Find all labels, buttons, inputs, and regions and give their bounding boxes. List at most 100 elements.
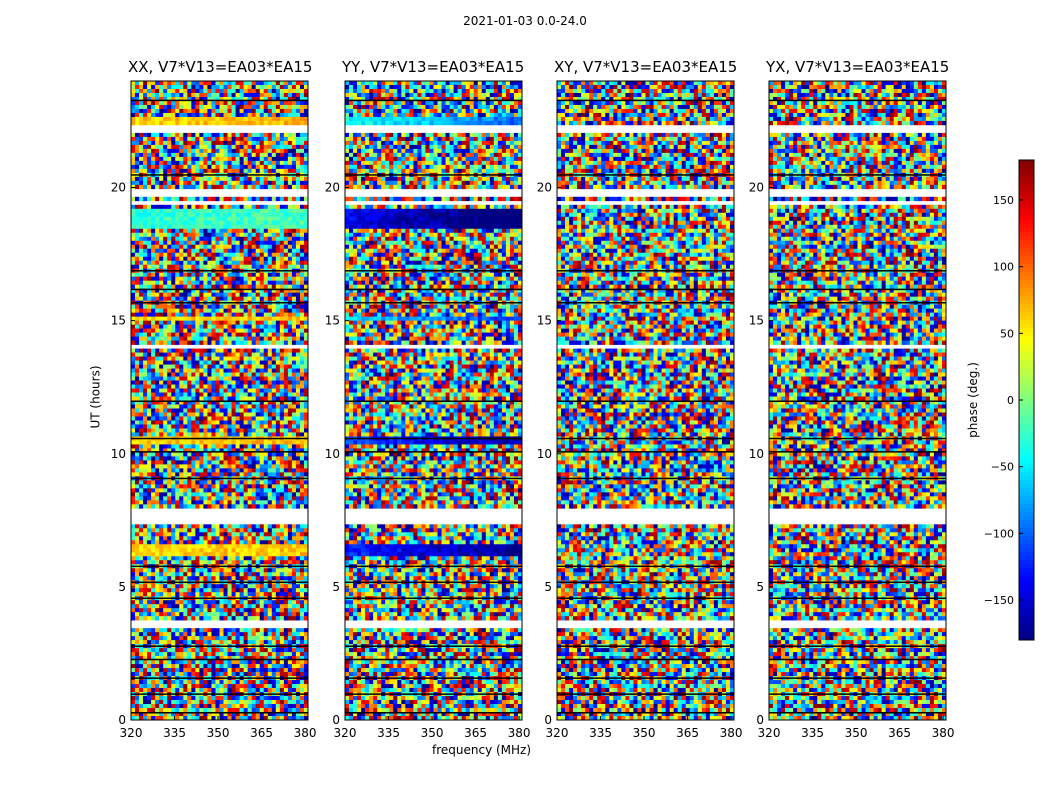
heatmap-cell [279, 536, 285, 541]
heatmap-cell [191, 400, 196, 405]
heatmap-cell [175, 316, 180, 321]
heatmap-cell [251, 184, 256, 190]
heatmap-cell [207, 144, 212, 150]
heatmap-cell [223, 368, 228, 373]
heatmap-cell [163, 256, 168, 262]
heatmap-cell [299, 204, 305, 210]
heatmap-cell [239, 216, 244, 222]
heatmap-cell [151, 196, 156, 202]
heatmap-cell [211, 492, 216, 497]
heatmap-cell [155, 248, 160, 254]
heatmap-cell [259, 100, 265, 106]
heatmap-cell [131, 372, 136, 377]
heatmap-cell [171, 196, 176, 202]
heatmap-cell [151, 348, 156, 353]
heatmap-cell [223, 412, 228, 417]
heatmap-cell [283, 332, 289, 337]
heatmap-cell [179, 484, 184, 489]
heatmap-cell [263, 320, 269, 325]
heatmap-cell [251, 420, 256, 425]
heatmap-cell [303, 112, 309, 118]
heatmap-cell [255, 412, 261, 417]
heatmap-cell [147, 468, 152, 473]
heatmap-cell [235, 120, 240, 126]
heatmap-cell [255, 384, 261, 389]
heatmap-cell [151, 240, 156, 246]
heatmap-cell [243, 240, 248, 246]
heatmap-cell [303, 388, 309, 393]
heatmap-cell [135, 204, 140, 210]
heatmap-cell [247, 116, 252, 122]
heatmap-cell [275, 464, 281, 469]
heatmap-cell [151, 304, 156, 309]
heatmap-cell [203, 336, 208, 341]
heatmap-cell [255, 144, 261, 150]
heatmap-cell [219, 356, 224, 361]
heatmap-cell [163, 204, 168, 210]
heatmap-cell [183, 336, 188, 341]
heatmap-cell [275, 120, 281, 126]
heatmap-cell [139, 232, 144, 238]
heatmap-cell [191, 468, 196, 473]
heatmap-cell [279, 112, 285, 118]
heatmap-cell [175, 524, 180, 529]
heatmap-cell [151, 212, 156, 218]
heatmap-cell [251, 120, 256, 126]
heatmap-cell [263, 560, 269, 565]
heatmap-cell [219, 444, 224, 449]
heatmap-cell [151, 276, 156, 281]
heatmap-cell [211, 308, 216, 313]
heatmap-cell [227, 208, 232, 214]
heatmap-cell [303, 312, 309, 317]
heatmap-cell [255, 308, 261, 313]
heatmap-cell [207, 504, 212, 509]
heatmap-cell [179, 532, 184, 537]
heatmap-cell [271, 312, 277, 317]
heatmap-cell [159, 184, 164, 190]
heatmap-cell [299, 408, 305, 413]
heatmap-cell [235, 360, 240, 365]
heatmap-cell [151, 352, 156, 357]
heatmap-cell [287, 568, 293, 573]
heatmap-cell [179, 308, 184, 313]
heatmap-cell [159, 104, 164, 110]
heatmap-cell [143, 528, 148, 533]
heatmap-cell [295, 81, 301, 86]
heatmap-cell [215, 372, 220, 377]
heatmap-cell [135, 568, 140, 573]
heatmap-cell [271, 228, 277, 234]
heatmap-cell [295, 336, 301, 341]
heatmap-cell [231, 340, 236, 345]
heatmap-cell [175, 412, 180, 417]
heatmap-cell [243, 108, 248, 114]
heatmap-cell [203, 444, 208, 449]
heatmap-cell [131, 196, 136, 202]
heatmap-cell [175, 384, 180, 389]
heatmap-cell [263, 116, 269, 122]
heatmap-cell [175, 260, 180, 266]
heatmap-cell [207, 140, 212, 146]
heatmap-cell [175, 276, 180, 281]
heatmap-cell [143, 372, 148, 377]
heatmap-cell [259, 116, 265, 122]
heatmap-cell [303, 536, 309, 541]
heatmap-cell [139, 224, 144, 230]
heatmap-cell [227, 408, 232, 413]
heatmap-cell [139, 236, 144, 242]
heatmap-cell [271, 500, 277, 505]
heatmap-cell [271, 484, 277, 489]
heatmap-cell [247, 212, 252, 218]
heatmap-cell [147, 176, 152, 182]
heatmap-cell [191, 272, 196, 277]
heatmap-cell [279, 328, 285, 333]
heatmap-cell [147, 256, 152, 262]
heatmap-cell [279, 408, 285, 413]
heatmap-cell [259, 264, 265, 269]
heatmap-cell [211, 224, 216, 230]
heatmap-cell [199, 332, 204, 337]
heatmap-cell [279, 220, 285, 226]
heatmap-cell [179, 524, 184, 529]
heatmap-cell [243, 212, 248, 218]
heatmap-cell [171, 292, 176, 297]
heatmap-cell [279, 340, 285, 345]
